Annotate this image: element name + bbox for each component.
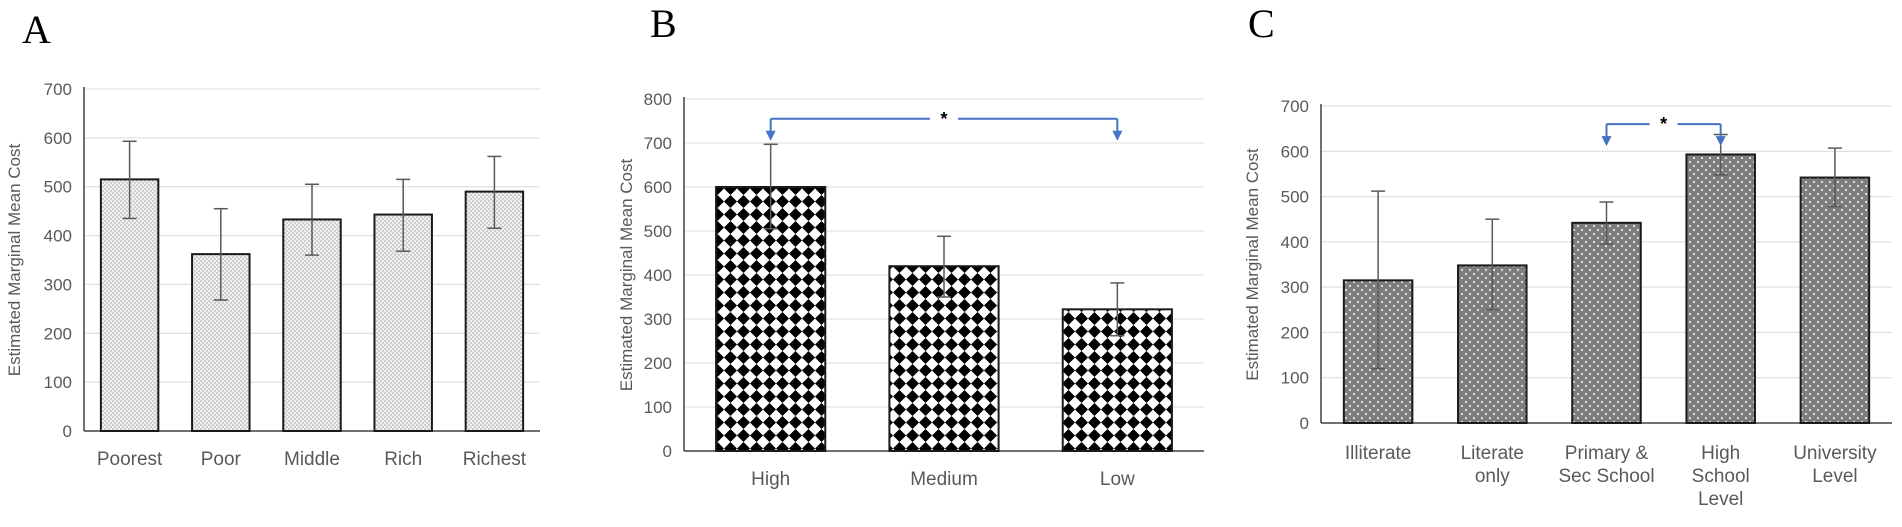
y-tick-label: 500: [1281, 188, 1309, 207]
y-tick-label: 600: [644, 178, 672, 197]
y-tick-label: 300: [644, 310, 672, 329]
x-tick-label: Poor: [201, 449, 242, 470]
y-tick-label: 500: [44, 178, 72, 197]
bar: [715, 186, 827, 452]
x-tick-label: Level: [1698, 489, 1743, 510]
x-tick-label: Poorest: [97, 449, 163, 470]
y-tick-label: 100: [644, 398, 672, 417]
x-tick-label: Rich: [384, 449, 422, 470]
panel-label: A: [22, 7, 51, 52]
y-tick-label: 700: [644, 134, 672, 153]
x-tick-label: Middle: [284, 449, 340, 470]
chart-a-svg: 0 100 200 300 400 500 600 700 Estimated Marginal…: [5, 80, 540, 470]
y-tick-label: 200: [644, 354, 672, 373]
x-tick-label: University: [1793, 443, 1877, 464]
arrow-head: [1601, 136, 1612, 147]
y-tick-label: 200: [1281, 323, 1309, 342]
significance-bracket: *: [1601, 114, 1726, 147]
x-tick-label: Level: [1812, 466, 1857, 487]
panel-label: C: [1248, 1, 1275, 46]
panel-label: B: [650, 1, 677, 46]
y-tick-label: 100: [44, 373, 72, 392]
y-tick-label: 200: [44, 324, 72, 343]
bar: [99, 178, 160, 432]
x-tick-label: Low: [1100, 469, 1135, 490]
chart-panel-a: A 0 100 200 300 400 500 600 700 Estimated Margin…: [0, 0, 620, 527]
y-tick-label: 100: [1281, 369, 1309, 388]
x-tick-label: Richest: [463, 449, 527, 470]
x-tick-label: Literate: [1461, 443, 1524, 464]
y-tick-label: 0: [663, 442, 672, 461]
x-tick-label: School: [1692, 466, 1750, 487]
y-tick-label: 700: [1281, 97, 1309, 116]
y-tick-label: 400: [44, 227, 72, 246]
y-tick-label: 800: [644, 90, 672, 109]
y-tick-label: 500: [644, 222, 672, 241]
x-tick-label: Sec School: [1558, 466, 1654, 487]
x-tick-label: High: [751, 469, 790, 490]
y-tick-label: 400: [1281, 233, 1309, 252]
x-tick-label: Medium: [910, 469, 978, 490]
y-tick-label: 400: [644, 266, 672, 285]
y-tick-label: 300: [1281, 278, 1309, 297]
y-axis-label: Estimated Marginal Mean Cost: [5, 144, 24, 377]
chart-b-svg: 0 100 200 300 400 500 600 700 800 Estimated Margi…: [617, 90, 1204, 490]
significance-label: *: [1660, 114, 1667, 134]
bar: [1799, 176, 1871, 424]
y-axis-label: Estimated Marginal Mean Cost: [1243, 148, 1262, 381]
y-tick-label: 300: [44, 275, 72, 294]
x-tick-label: Primary &: [1565, 443, 1649, 464]
y-tick-label: 600: [1281, 142, 1309, 161]
y-tick-label: 700: [44, 80, 72, 99]
arrow-head: [1112, 130, 1123, 141]
x-tick-label: only: [1475, 466, 1510, 487]
y-tick-label: 0: [63, 422, 72, 441]
chart-panel-b: B 0 100 200 300 400 500 600 700 800 Estimated Mar…: [617, 0, 1240, 527]
arrow-head: [1715, 136, 1726, 147]
bar: [1571, 221, 1642, 424]
x-tick-label: Illiterate: [1345, 443, 1412, 464]
y-tick-label: 0: [1300, 414, 1309, 433]
significance-label: *: [940, 109, 947, 129]
arrow-head: [765, 130, 776, 141]
chart-panel-c: C 0 100 200 300 400 500 600 700 Estimated Margin…: [1240, 0, 1902, 527]
chart-c-svg: 0 100 200 300 400 500 600 700 Estimated Marginal…: [1243, 97, 1892, 510]
x-tick-label: High: [1701, 443, 1740, 464]
y-tick-label: 600: [44, 129, 72, 148]
bar: [1685, 153, 1756, 424]
significance-bracket: *: [765, 109, 1123, 141]
y-axis-label: Estimated Marginal Mean Cost: [617, 159, 636, 392]
